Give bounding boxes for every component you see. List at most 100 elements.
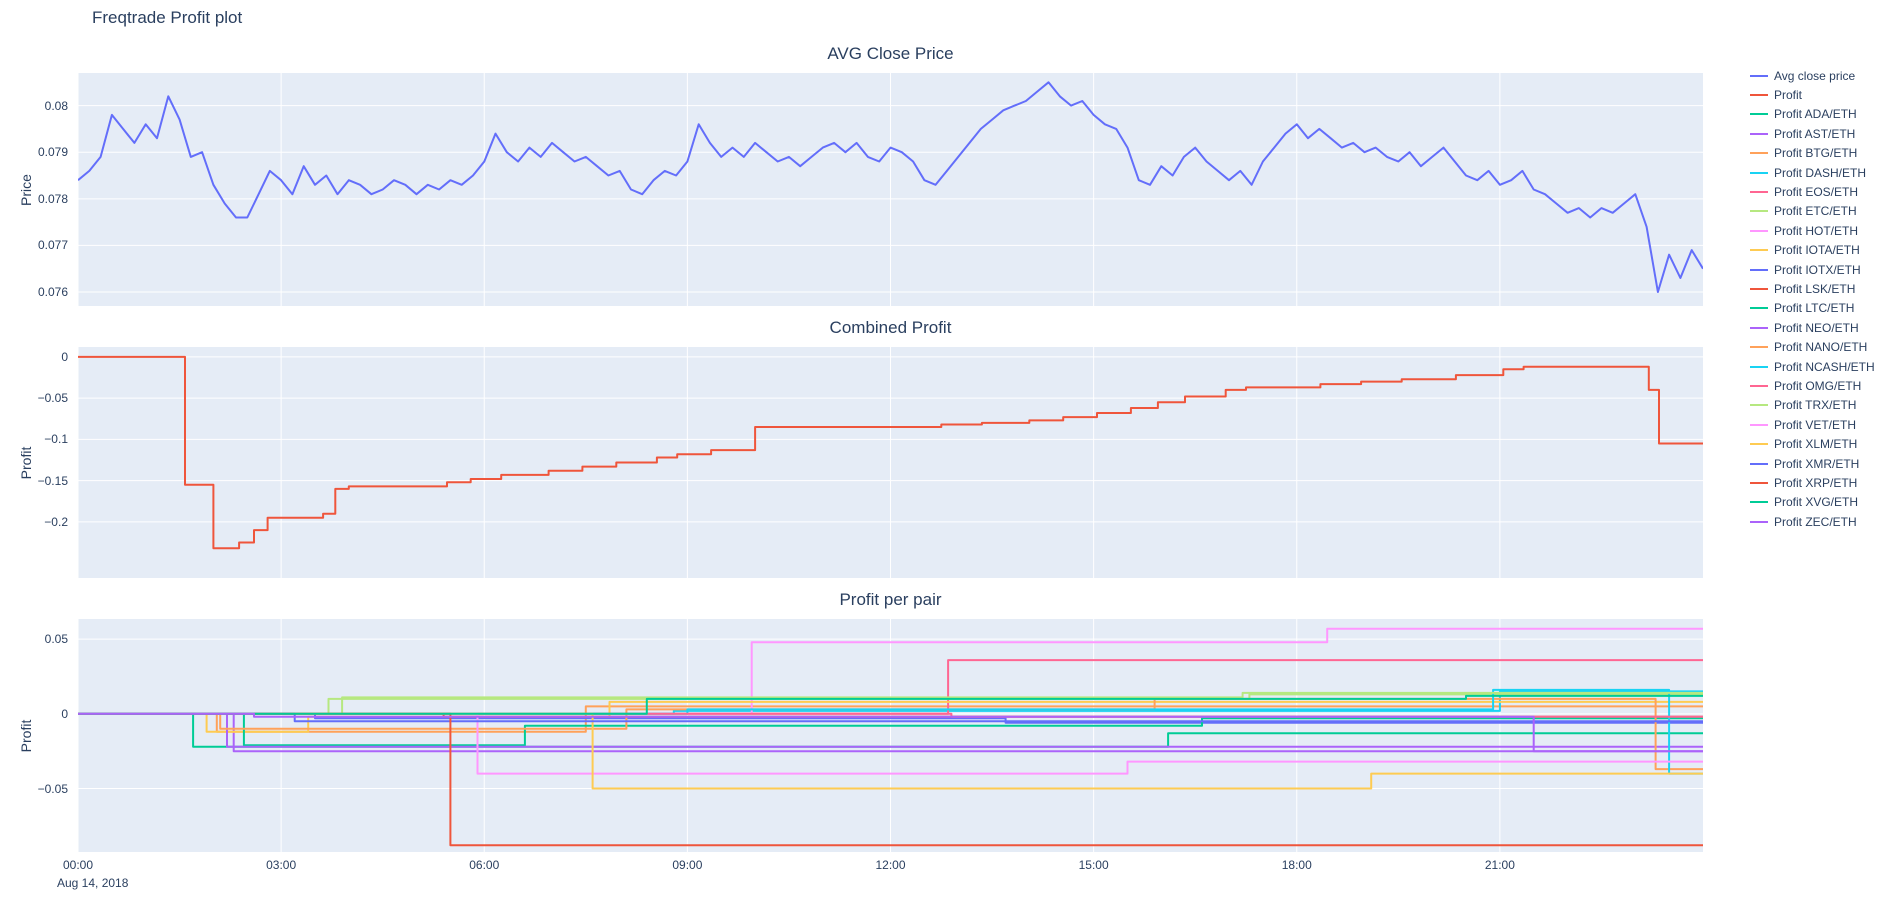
legend-swatch-line: [1750, 443, 1768, 446]
legend-item-label: Profit XRP/ETH: [1774, 475, 1858, 490]
legend-item-label: Profit ETC/ETH: [1774, 204, 1857, 219]
x-tick-label: 12:00: [875, 858, 906, 872]
legend-item-label: Profit OMG/ETH: [1774, 378, 1862, 393]
series-line-profit-ltc-eth: [78, 712, 1703, 747]
legend-item[interactable]: Profit XMR/ETH: [1750, 454, 1896, 473]
legend-item[interactable]: Profit TRX/ETH: [1750, 396, 1896, 415]
legend-swatch-line: [1750, 94, 1768, 97]
legend-item[interactable]: Profit ETC/ETH: [1750, 202, 1896, 221]
legend-swatch-line: [1750, 423, 1768, 426]
legend-item[interactable]: Profit BTG/ETH: [1750, 144, 1896, 163]
legend-swatch-line: [1750, 113, 1768, 116]
plot-area[interactable]: [78, 619, 1703, 852]
legend-swatch-line: [1750, 287, 1768, 290]
legend-item-label: Profit ZEC/ETH: [1774, 514, 1857, 529]
legend-item[interactable]: Profit IOTA/ETH: [1750, 241, 1896, 260]
legend-item-label: Profit LTC/ETH: [1774, 301, 1855, 316]
legend-item[interactable]: Profit NCASH/ETH: [1750, 357, 1896, 376]
legend-item[interactable]: Profit: [1750, 85, 1896, 104]
legend-item[interactable]: Profit DASH/ETH: [1750, 163, 1896, 182]
legend-swatch-line: [1750, 404, 1768, 407]
chart-title: Combined Profit: [829, 318, 952, 337]
legend-item[interactable]: Profit IOTX/ETH: [1750, 260, 1896, 279]
legend-item-label: Profit IOTA/ETH: [1774, 243, 1860, 258]
legend-item-label: Profit LSK/ETH: [1774, 281, 1856, 296]
x-tick-label: 18:00: [1281, 858, 1312, 872]
series-line-avg-close-price: [78, 81, 1703, 293]
legend-item-label: Profit DASH/ETH: [1774, 165, 1867, 180]
x-axis-tick-row: 00:00 03:00 06:00 09:00 12:00 15:00 18:00 21:00: [63, 858, 1703, 874]
legend-item[interactable]: Profit LSK/ETH: [1750, 279, 1896, 298]
legend-item[interactable]: Profit AST/ETH: [1750, 124, 1896, 143]
x-tick-label: 00:00: [62, 858, 94, 872]
legend-item[interactable]: Profit VET/ETH: [1750, 415, 1896, 434]
legend-item[interactable]: Profit LTC/ETH: [1750, 299, 1896, 318]
chart-profit-per-pair: Profit per pair Profit 0.05 0 −0.05: [0, 586, 1896, 852]
legend-item-label: Profit NEO/ETH: [1774, 320, 1859, 335]
legend-swatch-line: [1750, 346, 1768, 349]
legend-item[interactable]: Profit OMG/ETH: [1750, 376, 1896, 395]
legend-item-label: Profit VET/ETH: [1774, 417, 1857, 432]
plot-area[interactable]: [78, 73, 1703, 306]
y-tick-label: 0.077: [37, 238, 68, 253]
y-tick-label: 0: [61, 706, 68, 721]
legend-item[interactable]: Profit XVG/ETH: [1750, 493, 1896, 512]
legend-item-label: Profit NANO/ETH: [1774, 340, 1868, 355]
chart-avg-close-price: AVG Close Price Price 0.08 0.079 0.078 0.07…: [0, 40, 1896, 306]
series-line-profit-zec-eth: [78, 712, 1703, 753]
legend-swatch-line: [1750, 249, 1768, 252]
legend-swatch-line: [1750, 384, 1768, 387]
legend-item-label: Profit: [1774, 88, 1803, 103]
legend-item-label: Profit AST/ETH: [1774, 126, 1856, 141]
y-tick-label: −0.2: [44, 514, 68, 529]
legend-item-label: Profit XVG/ETH: [1774, 495, 1859, 510]
legend-swatch-line: [1750, 132, 1768, 135]
plot-area[interactable]: [78, 347, 1703, 578]
legend-item[interactable]: Profit NEO/ETH: [1750, 318, 1896, 337]
legend-item[interactable]: Profit XRP/ETH: [1750, 473, 1896, 492]
x-tick-label: 03:00: [266, 858, 297, 872]
series-line-profit: [78, 355, 1703, 550]
legend-item[interactable]: Profit EOS/ETH: [1750, 182, 1896, 201]
x-tick-label: 21:00: [1484, 858, 1515, 872]
legend-swatch-line: [1750, 152, 1768, 155]
legend-swatch-line: [1750, 326, 1768, 329]
plot-canvas: [78, 73, 1703, 306]
legend-item[interactable]: Avg close price: [1750, 66, 1896, 85]
legend-swatch-line: [1750, 74, 1768, 77]
plot-row: Profit 0.05 0 −0.05: [18, 619, 1703, 852]
legend-item[interactable]: Profit NANO/ETH: [1750, 337, 1896, 356]
y-tick-label: 0.076: [37, 285, 68, 300]
y-tick-label: 0.078: [37, 191, 68, 206]
y-tick-label: −0.1: [44, 432, 68, 447]
legend-swatch-line: [1750, 229, 1768, 232]
legend-item-label: Profit XLM/ETH: [1774, 437, 1858, 452]
legend-swatch-line: [1750, 191, 1768, 194]
plot-canvas: [78, 619, 1703, 852]
legend-item[interactable]: Profit ADA/ETH: [1750, 105, 1896, 124]
legend-item-label: Profit IOTX/ETH: [1774, 262, 1861, 277]
series-line-profit-iota-eth: [78, 700, 1703, 733]
gridlines: [78, 73, 1703, 306]
legend-item[interactable]: Profit HOT/ETH: [1750, 221, 1896, 240]
gridlines: [78, 347, 1703, 578]
legend-swatch-line: [1750, 462, 1768, 465]
plot-row: Profit 0 −0.05 −0.1 −0.15 −0.2: [18, 347, 1703, 578]
legend-swatch-line: [1750, 501, 1768, 504]
legend-item[interactable]: Profit XLM/ETH: [1750, 434, 1896, 453]
y-tick-label: −0.05: [37, 391, 68, 406]
x-axis-date-label: Aug 14, 2018: [57, 876, 129, 890]
page-title: Freqtrade Profit plot: [92, 8, 243, 27]
legend-swatch-line: [1750, 307, 1768, 310]
y-tick-label: 0.079: [37, 145, 68, 160]
x-tick-label: 09:00: [672, 858, 703, 872]
legend-item-label: Profit XMR/ETH: [1774, 456, 1860, 471]
legend-item[interactable]: Profit ZEC/ETH: [1750, 512, 1896, 531]
legend-swatch-line: [1750, 210, 1768, 213]
y-axis-title: Profit: [18, 719, 34, 752]
y-tick-label: 0.08: [44, 98, 68, 113]
legend-swatch-line: [1750, 481, 1768, 484]
chart-title: AVG Close Price: [827, 44, 954, 63]
y-tick-label: −0.15: [37, 473, 68, 488]
legend-swatch-line: [1750, 520, 1768, 523]
